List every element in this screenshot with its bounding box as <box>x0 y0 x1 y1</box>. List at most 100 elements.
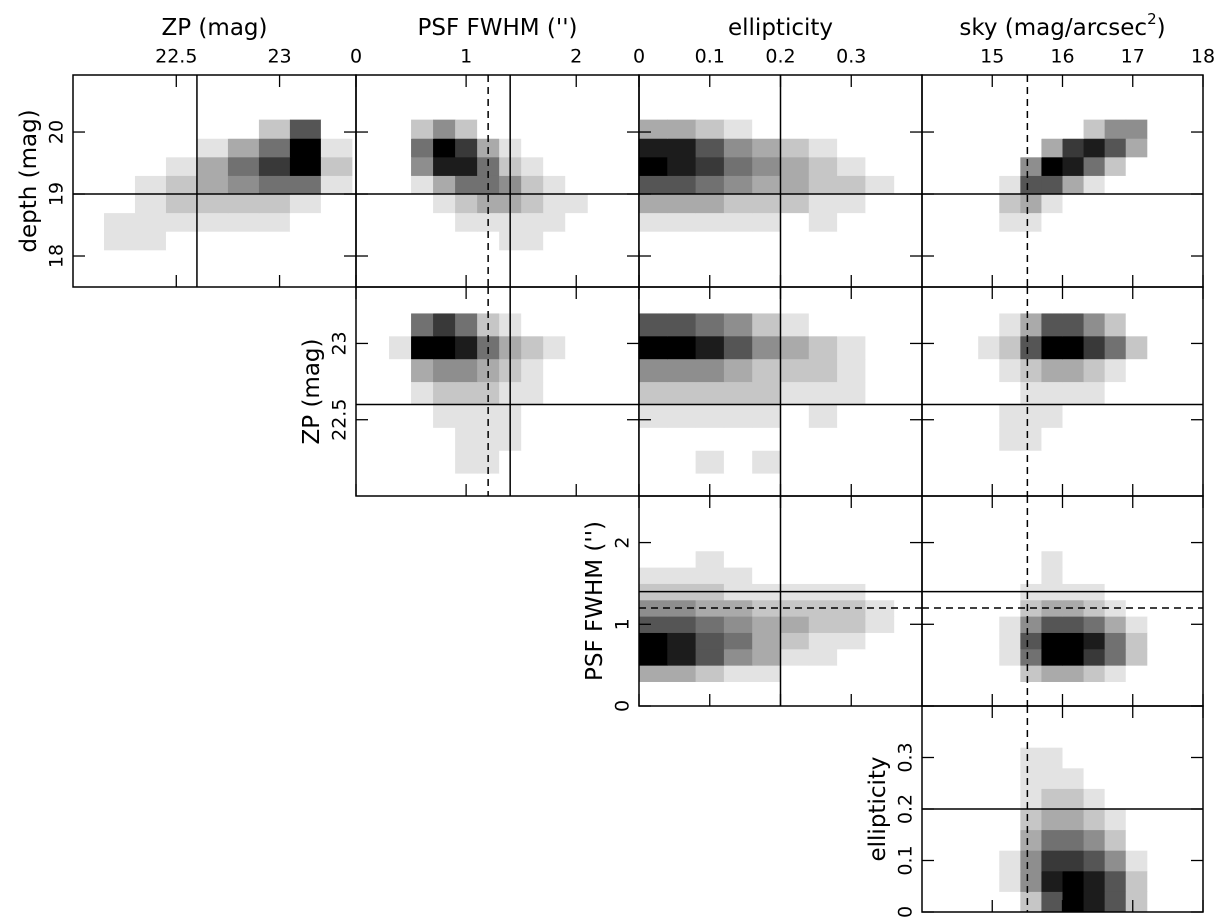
density-cell <box>543 473 566 497</box>
density-cell <box>433 212 456 232</box>
density-cell <box>639 175 668 195</box>
density-cell <box>1041 567 1063 584</box>
density-cell <box>196 194 229 214</box>
density-cell <box>521 473 544 497</box>
y-tick-label: 0.3 <box>895 742 917 772</box>
axis-label-suffix: ) <box>1157 15 1166 41</box>
density-cell <box>639 567 668 584</box>
panel <box>638 74 923 288</box>
density-cell <box>999 156 1021 176</box>
density-cell <box>695 290 725 314</box>
density-cell <box>165 194 198 214</box>
density-cell <box>1083 290 1106 314</box>
density-cell <box>1062 632 1085 650</box>
density-cell <box>865 567 895 584</box>
x-tick-label: 1 <box>460 46 472 68</box>
density-cell <box>808 534 838 552</box>
density-cell <box>134 194 167 214</box>
density-cell <box>837 567 866 584</box>
density-cell <box>837 312 866 337</box>
density-cell <box>433 119 456 139</box>
density-cell <box>565 312 588 337</box>
density-cell <box>320 212 353 232</box>
density-cell <box>978 534 1000 552</box>
density-cell <box>1125 312 1148 337</box>
density-cell <box>780 312 810 337</box>
density-cell <box>1020 665 1042 682</box>
density-cell <box>521 212 544 232</box>
density-cell <box>999 119 1021 139</box>
density-cell <box>543 450 566 474</box>
density-cell <box>1104 312 1127 337</box>
density-cell <box>1083 567 1106 584</box>
density-cell <box>1104 404 1127 428</box>
density-cell <box>695 175 725 195</box>
density-cell <box>289 138 322 158</box>
density-cell <box>455 156 478 176</box>
density-cell <box>289 231 322 251</box>
density-cell <box>1083 119 1106 139</box>
density-cell <box>695 381 725 405</box>
density-cell <box>1083 809 1106 831</box>
density-cell <box>521 194 544 214</box>
density-cell <box>411 156 434 176</box>
density-cell <box>1062 427 1085 451</box>
density-cell <box>723 665 753 682</box>
density-cell <box>865 335 895 360</box>
density-cell <box>723 358 753 383</box>
density-cell <box>73 175 105 195</box>
density-cell <box>1020 747 1042 769</box>
axis-label-text: ZP (mag) <box>162 15 268 41</box>
density-cell <box>1104 473 1127 497</box>
density-cell <box>1062 648 1085 666</box>
density-cell <box>780 534 810 552</box>
density-cell <box>667 335 697 360</box>
density-cell <box>103 212 136 232</box>
density-cell <box>565 138 588 158</box>
density-cell <box>1083 534 1106 552</box>
density-cell <box>1062 312 1085 337</box>
density-cell <box>1020 404 1042 428</box>
density-cell <box>1083 648 1106 666</box>
panel <box>355 286 640 497</box>
density-cell <box>978 138 1000 158</box>
density-cell <box>165 231 198 251</box>
density-cell <box>808 404 838 428</box>
density-cell <box>808 194 838 214</box>
x-tick-label: 0.1 <box>695 46 725 68</box>
density-cell <box>389 473 412 497</box>
density-cell <box>565 290 588 314</box>
density-cell <box>1020 726 1042 748</box>
density-cell <box>752 156 781 176</box>
density-cell <box>695 231 725 251</box>
density-cell <box>723 473 753 497</box>
density-cell <box>695 335 725 360</box>
density-cell <box>639 312 668 337</box>
density-cell <box>999 290 1021 314</box>
density-cell <box>1104 335 1127 360</box>
density-cell <box>808 156 838 176</box>
density-cell <box>780 119 810 139</box>
density-cell <box>1104 550 1127 568</box>
density-cell <box>1041 290 1063 314</box>
density-cell <box>196 212 229 232</box>
density-cell <box>227 212 260 232</box>
density-cell <box>667 290 697 314</box>
density-cell <box>521 427 544 451</box>
density-cell <box>227 156 260 176</box>
density-cell <box>320 119 353 139</box>
density-cell <box>455 175 478 195</box>
x-tick-label: 16 <box>1050 46 1074 68</box>
density-cell <box>780 358 810 383</box>
panel <box>355 74 640 288</box>
density-cell <box>978 175 1000 195</box>
density-cell <box>723 550 753 568</box>
density-cell <box>411 194 434 214</box>
density-cell <box>433 450 456 474</box>
density-cell <box>1125 335 1148 360</box>
density-cell <box>723 381 753 405</box>
density-cell <box>667 567 697 584</box>
y-tick-label: 2 <box>612 537 634 549</box>
density-cell <box>411 312 434 337</box>
density-cell <box>999 747 1021 769</box>
